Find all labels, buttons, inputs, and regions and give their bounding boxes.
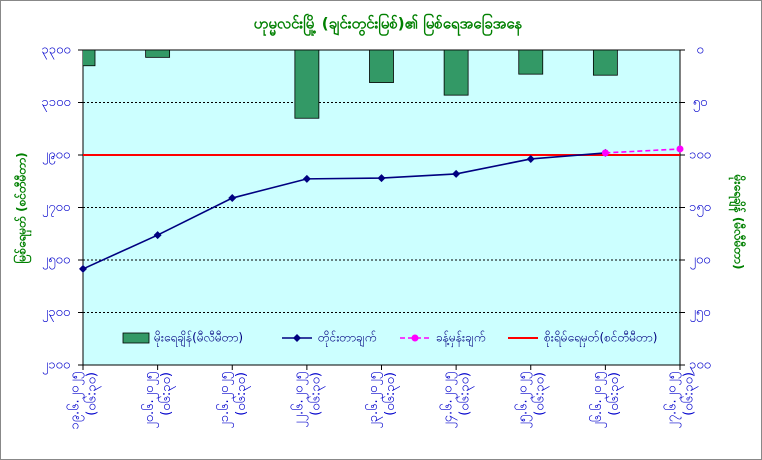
- x-tick-label: (၀၆:၃၀): [158, 372, 176, 416]
- x-tick-label: ၂၂.၆.၂၀၂၅: [290, 372, 308, 428]
- y-tick-label: ၂၃၀၀: [42, 305, 70, 322]
- legend-swatch: [122, 332, 150, 344]
- x-tick-label: ၂၀.၆.၂၀၂၅: [141, 372, 159, 429]
- x-tick-label: ၁၉.၆.၂၀၂၅: [67, 372, 85, 430]
- y-tick-label: ၂၁၀၀: [42, 358, 70, 375]
- line: [82, 152, 606, 270]
- y-axis-title: မြစ်ရေမှတ် (စင်တီမီတာ): [12, 152, 33, 263]
- legend-label: ခန့်မှန်းချက်: [436, 330, 485, 348]
- bar: [294, 50, 320, 119]
- marker: [526, 154, 535, 163]
- marker: [452, 169, 461, 178]
- x-tick-label: (၀၆:၃၀): [84, 372, 102, 416]
- y2-tick-label: ၂၀၀: [689, 253, 710, 270]
- marker: [79, 264, 87, 273]
- y2-tick-label: ၀: [696, 43, 703, 58]
- x-tick-label: ၂၄.၆.၂၀၂၅: [440, 372, 458, 429]
- y-tick-label: ၂၅၀၀: [42, 253, 70, 270]
- x-tick-label: ၂၅.၆.၂၀၂၅: [514, 372, 532, 429]
- bar: [592, 50, 618, 76]
- marker: [302, 174, 311, 183]
- x-tick-label: (၀၆:၃၀): [606, 372, 624, 416]
- legend-label: တိုင်းတာချက်: [318, 330, 376, 348]
- marker: [676, 145, 684, 153]
- legend-label: စိုးရိမ်ရေမှတ်(စင်တီမီတာ): [544, 330, 657, 348]
- x-tick-label: ၂၆.၆.၂၀၂၅: [589, 372, 607, 429]
- x-tick-label: (၀၆:၃၀): [307, 372, 325, 416]
- marker: [153, 231, 162, 240]
- line: [605, 148, 681, 154]
- bar: [145, 50, 171, 58]
- legend-label: မိုးရေချိန်(မီလီမီတာ): [154, 330, 243, 348]
- marker: [377, 174, 386, 183]
- bar: [369, 50, 394, 83]
- y-tick-label: ၂၉၀၀: [42, 148, 70, 165]
- y2-tick-label: ၁၅၀: [689, 200, 711, 217]
- x-tick-label: (၀၆:၃၀): [681, 372, 699, 416]
- marker: [601, 149, 609, 157]
- y2-tick-label: ၃၀၀: [689, 358, 711, 375]
- legend-marker: [411, 334, 419, 342]
- bar: [83, 50, 96, 67]
- x-tick-label: ၂၃.၆.၂၀၂၅: [365, 372, 383, 429]
- x-tick-label: (၀၆:၃၀): [382, 372, 400, 416]
- bar: [518, 50, 544, 75]
- x-tick-label: (၀၆:၃၀): [531, 372, 549, 416]
- y-tick-label: ၃၃၀၀: [41, 43, 70, 60]
- x-tick-label: (၀၆:၃၀): [457, 372, 475, 416]
- legend-marker: [293, 334, 301, 342]
- y-tick-label: ၂၇၀၀: [42, 200, 70, 217]
- x-tick-label: ၂၇.၆.၂၀၂၅: [664, 372, 682, 429]
- marker: [228, 194, 237, 203]
- x-tick-label: (၀၆:၃၀): [233, 372, 251, 416]
- y2-tick-label: ၅၀: [693, 95, 708, 112]
- x-tick-label: ၂၁.၆.၂၀၂၅: [216, 372, 234, 429]
- plot-layer: [83, 50, 618, 119]
- y2-tick-label: ၁၀၀: [689, 148, 711, 163]
- bar: [443, 50, 469, 96]
- y2-axis-title: မိုးရေချိန် (မီလီမီတာ): [728, 174, 748, 270]
- y-tick-label: ၃၁၀၀: [41, 95, 70, 112]
- y2-tick-label: ၂၅၀: [689, 305, 710, 322]
